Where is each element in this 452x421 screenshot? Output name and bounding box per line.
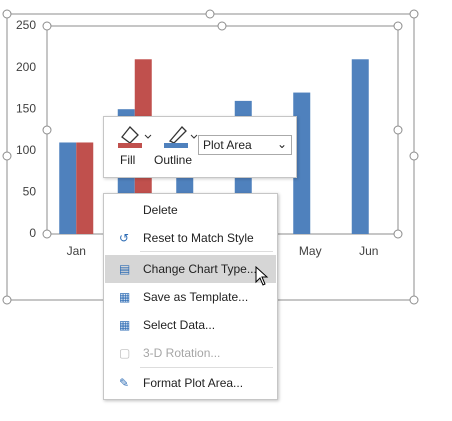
menu-item[interactable]: ▦ Select Data... <box>105 311 276 339</box>
menu-separator <box>140 251 273 252</box>
menu-label: Format Plot Area... <box>143 376 244 390</box>
x-tick-label: May <box>299 244 322 258</box>
menu-label: Save as Template... <box>143 290 249 304</box>
context-menu: Delete ↺ Reset to Match Style ▤ Change Chart… <box>103 193 278 400</box>
dropdown-arrow: ⌄ <box>276 137 287 151</box>
menu-item[interactable]: Delete <box>105 196 276 224</box>
menu-icon: ▤ <box>119 262 131 276</box>
menu-icon <box>119 203 133 217</box>
menu-label: Reset to Match Style <box>143 231 254 245</box>
menu-icon: ✎ <box>119 376 130 390</box>
menu-separator <box>140 367 273 368</box>
menu-label: Change Chart Type... <box>143 262 257 276</box>
menu-item[interactable]: ▦ Save as Template... <box>105 283 276 311</box>
outline-icon[interactable] <box>160 121 200 157</box>
selection-handles <box>2 9 419 305</box>
menu-item[interactable]: ↺ Reset to Match Style <box>105 224 276 252</box>
menu-label: Delete <box>143 203 178 217</box>
fill-button[interactable]: Fill <box>120 153 136 167</box>
menu-icon: ▦ <box>119 318 131 332</box>
x-tick-label: Jun <box>359 244 378 258</box>
y-tick-label: 250 <box>16 18 36 32</box>
menu-item[interactable]: ✎ Format Plot Area... <box>105 369 276 397</box>
dropdown-value: Plot Area <box>203 138 252 152</box>
format-toolbar: Fill Outline Plot Area ⌄ <box>103 116 297 178</box>
outline-button[interactable]: Outline <box>154 153 193 167</box>
y-tick-label: 50 <box>23 185 37 199</box>
menu-label: Select Data... <box>143 318 216 332</box>
menu-icon: ▢ <box>119 346 131 360</box>
menu-icon: ↺ <box>119 231 130 245</box>
mouse-cursor <box>255 266 269 286</box>
bar <box>351 59 369 234</box>
menu-icon: ▦ <box>119 290 131 304</box>
y-tick-label: 0 <box>29 226 36 240</box>
bar <box>59 142 77 234</box>
bar <box>76 142 94 234</box>
bar <box>293 92 311 234</box>
y-tick-label: 100 <box>16 143 36 157</box>
x-tick-label: Jan <box>67 244 86 258</box>
element-dropdown[interactable]: Plot Area ⌄ <box>198 135 292 155</box>
y-tick-label: 150 <box>16 101 36 115</box>
y-tick-label: 200 <box>16 60 36 74</box>
fill-icon[interactable] <box>114 121 154 157</box>
menu-label: 3-D Rotation... <box>143 346 221 360</box>
menu-item[interactable]: ▤ Change Chart Type... <box>105 255 276 283</box>
menu-item: ▢ 3-D Rotation... <box>105 339 276 367</box>
